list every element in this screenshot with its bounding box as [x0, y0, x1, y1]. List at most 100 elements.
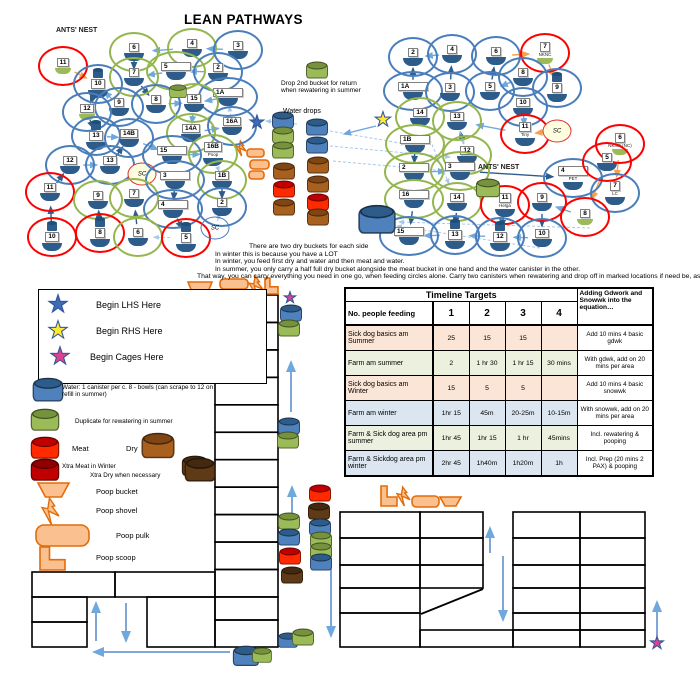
node-sublabel: Tiny: [520, 131, 530, 137]
node-number: 7: [610, 181, 620, 191]
dbrown-canister-icon: #cp87mtg .cb:before{background:#42290F;}: [184, 457, 216, 482]
col-header: 4: [540, 301, 578, 326]
node-number: 1B: [214, 170, 230, 181]
bucket-icon: [495, 221, 505, 232]
node-sublabel: Helga: [499, 202, 511, 208]
legend-duplicate-label: Duplicate for rewatering in summer: [75, 418, 173, 425]
canister-body: [169, 84, 187, 98]
node-number: 3: [445, 161, 475, 172]
page-title: LEAN PATHWAYS: [184, 12, 303, 27]
ants-nest-label-right: ANTS' NEST: [478, 164, 520, 171]
note-line: There are two dry buckets for each side: [249, 243, 369, 250]
red-canister-icon: #czhhi1b .cb:before{background:#C00000;}: [309, 484, 331, 502]
legend-star-yellow: ★: [47, 317, 69, 344]
row-note: Incl. rewatering & pooping: [576, 425, 654, 451]
bowl-icon: [40, 193, 60, 202]
bowl-icon: [447, 122, 467, 131]
circle-node-left-6: 6: [113, 217, 163, 257]
darkred-canister-icon: #c2l1yx1 .cb:before{background:#8F0000;}: [30, 458, 60, 481]
note-line: In summer, you only carry a half full dr…: [215, 265, 580, 273]
green-canister-icon: #cm66269 .cb:before{background:#76923C;}: [292, 628, 314, 646]
timing-value: [540, 375, 578, 401]
bowl-icon: [403, 92, 423, 101]
timing-value: 1h40m: [468, 450, 506, 477]
bowl-icon: [212, 208, 232, 217]
note-line: In winter this is because you have a LOT: [215, 250, 338, 258]
canister-body: [272, 141, 294, 159]
circle-node-right-8: 8: [560, 197, 610, 237]
green-arc-icon: [577, 219, 593, 226]
timeline-targets-table: Timeline Targets Adding Gdwork and Snowwk…: [344, 287, 655, 477]
node-number: 14: [413, 107, 427, 118]
node-number: 12: [493, 232, 507, 242]
brown-canister-icon: #cwwuipn .cb:before{background:#7F4512;}: [141, 432, 175, 459]
legend-dry-label: Dry: [126, 444, 138, 453]
edge-arrow: [479, 171, 555, 180]
timing-value: 45mins: [540, 425, 578, 451]
green-canister-icon: #caqpkt9 .cb:before{background:#76923C;}: [169, 84, 187, 98]
canister-body: [184, 457, 216, 482]
canister-body: [277, 431, 299, 449]
poop-equipment-icons: [35, 139, 463, 571]
bucket-icon: [91, 120, 101, 131]
bowl-icon: [222, 127, 242, 136]
canister-body: [272, 111, 294, 129]
bowl-icon: [109, 108, 129, 117]
bowl-icon: [212, 181, 232, 190]
timing-value: 1h20m: [504, 450, 542, 477]
brown-canister-icon: #clk40qm .cb:before{background:#7F4512;}: [307, 208, 329, 226]
row-label: Farm & Sickdog area pm winter: [344, 450, 434, 477]
node-number: 9: [93, 190, 103, 201]
green-arc-icon: [537, 57, 553, 64]
ants-nest-label-left: ANTS' NEST: [56, 27, 98, 34]
node-number: 16A: [223, 116, 241, 127]
timing-value: 45m: [468, 400, 506, 426]
red-canister-icon: #cj6lzbi .cb:before{background:#C00000;}: [273, 180, 295, 198]
legend-star-label: Begin LHS Here: [96, 300, 162, 310]
timing-value: 1hr 15: [468, 425, 506, 451]
legend-poop-shovel-icon: [40, 496, 60, 526]
canister-body: [475, 178, 501, 198]
node-number: 12: [63, 155, 77, 166]
poop-pulk-icon: [246, 148, 265, 158]
timeline-table: Timeline Targets Adding Gdwork and Snowwk…: [344, 287, 655, 477]
poop-pulk-icon: [411, 495, 440, 508]
node-number: 9: [537, 192, 547, 203]
canister-body: [273, 180, 295, 198]
row-note: Add 10 mins 4 basic snowwk: [576, 375, 654, 401]
bowl-icon: [128, 238, 148, 247]
people-feeding-header: No. people feeding: [344, 301, 434, 326]
timing-value: 25: [432, 324, 470, 351]
timing-value: 20-25m: [504, 400, 542, 426]
bowl-icon: [176, 243, 196, 252]
canister-body: [278, 512, 300, 530]
poop-bolt-icon: [234, 139, 247, 157]
canister-body: [358, 204, 396, 234]
legend-poop-scoop-icon: [39, 546, 66, 571]
node-number: 5: [485, 81, 495, 92]
node-sublabel: Poop: [207, 151, 219, 157]
bowl-icon: [563, 181, 583, 190]
table-corner-header: Adding Gdwork and Snowwk into the equati…: [576, 287, 654, 326]
poop-pulk-icon: [249, 159, 270, 170]
node-number: 13: [89, 131, 103, 141]
bowl-icon: [181, 134, 201, 143]
bowl-icon: [218, 98, 238, 107]
canister-body: [281, 566, 303, 584]
timing-value: 1 hr: [504, 425, 542, 451]
node-number: 2: [399, 162, 429, 173]
legend-poop-pulk-icon: [35, 524, 90, 547]
node-number: 13: [448, 230, 462, 240]
timing-value: 1hr 45: [432, 425, 470, 451]
legend-xtra-meat-label: Xtra Meat in Winter: [62, 463, 116, 470]
brown-canister-icon: #c8aextp .cb:before{background:#7F4512;}: [307, 156, 329, 174]
timing-value: 2hr 45: [432, 450, 470, 477]
canister-body: [273, 198, 295, 216]
node-number: 5: [161, 61, 191, 72]
row-note: With snowwk, add on 20 mins per area: [576, 400, 654, 426]
bowl-icon: [547, 93, 567, 102]
bowl-icon: [90, 238, 110, 247]
green-canister-icon: #c5emwdx .cb:before{background:#76923C;}: [306, 61, 328, 79]
bowl-icon: [119, 139, 139, 148]
